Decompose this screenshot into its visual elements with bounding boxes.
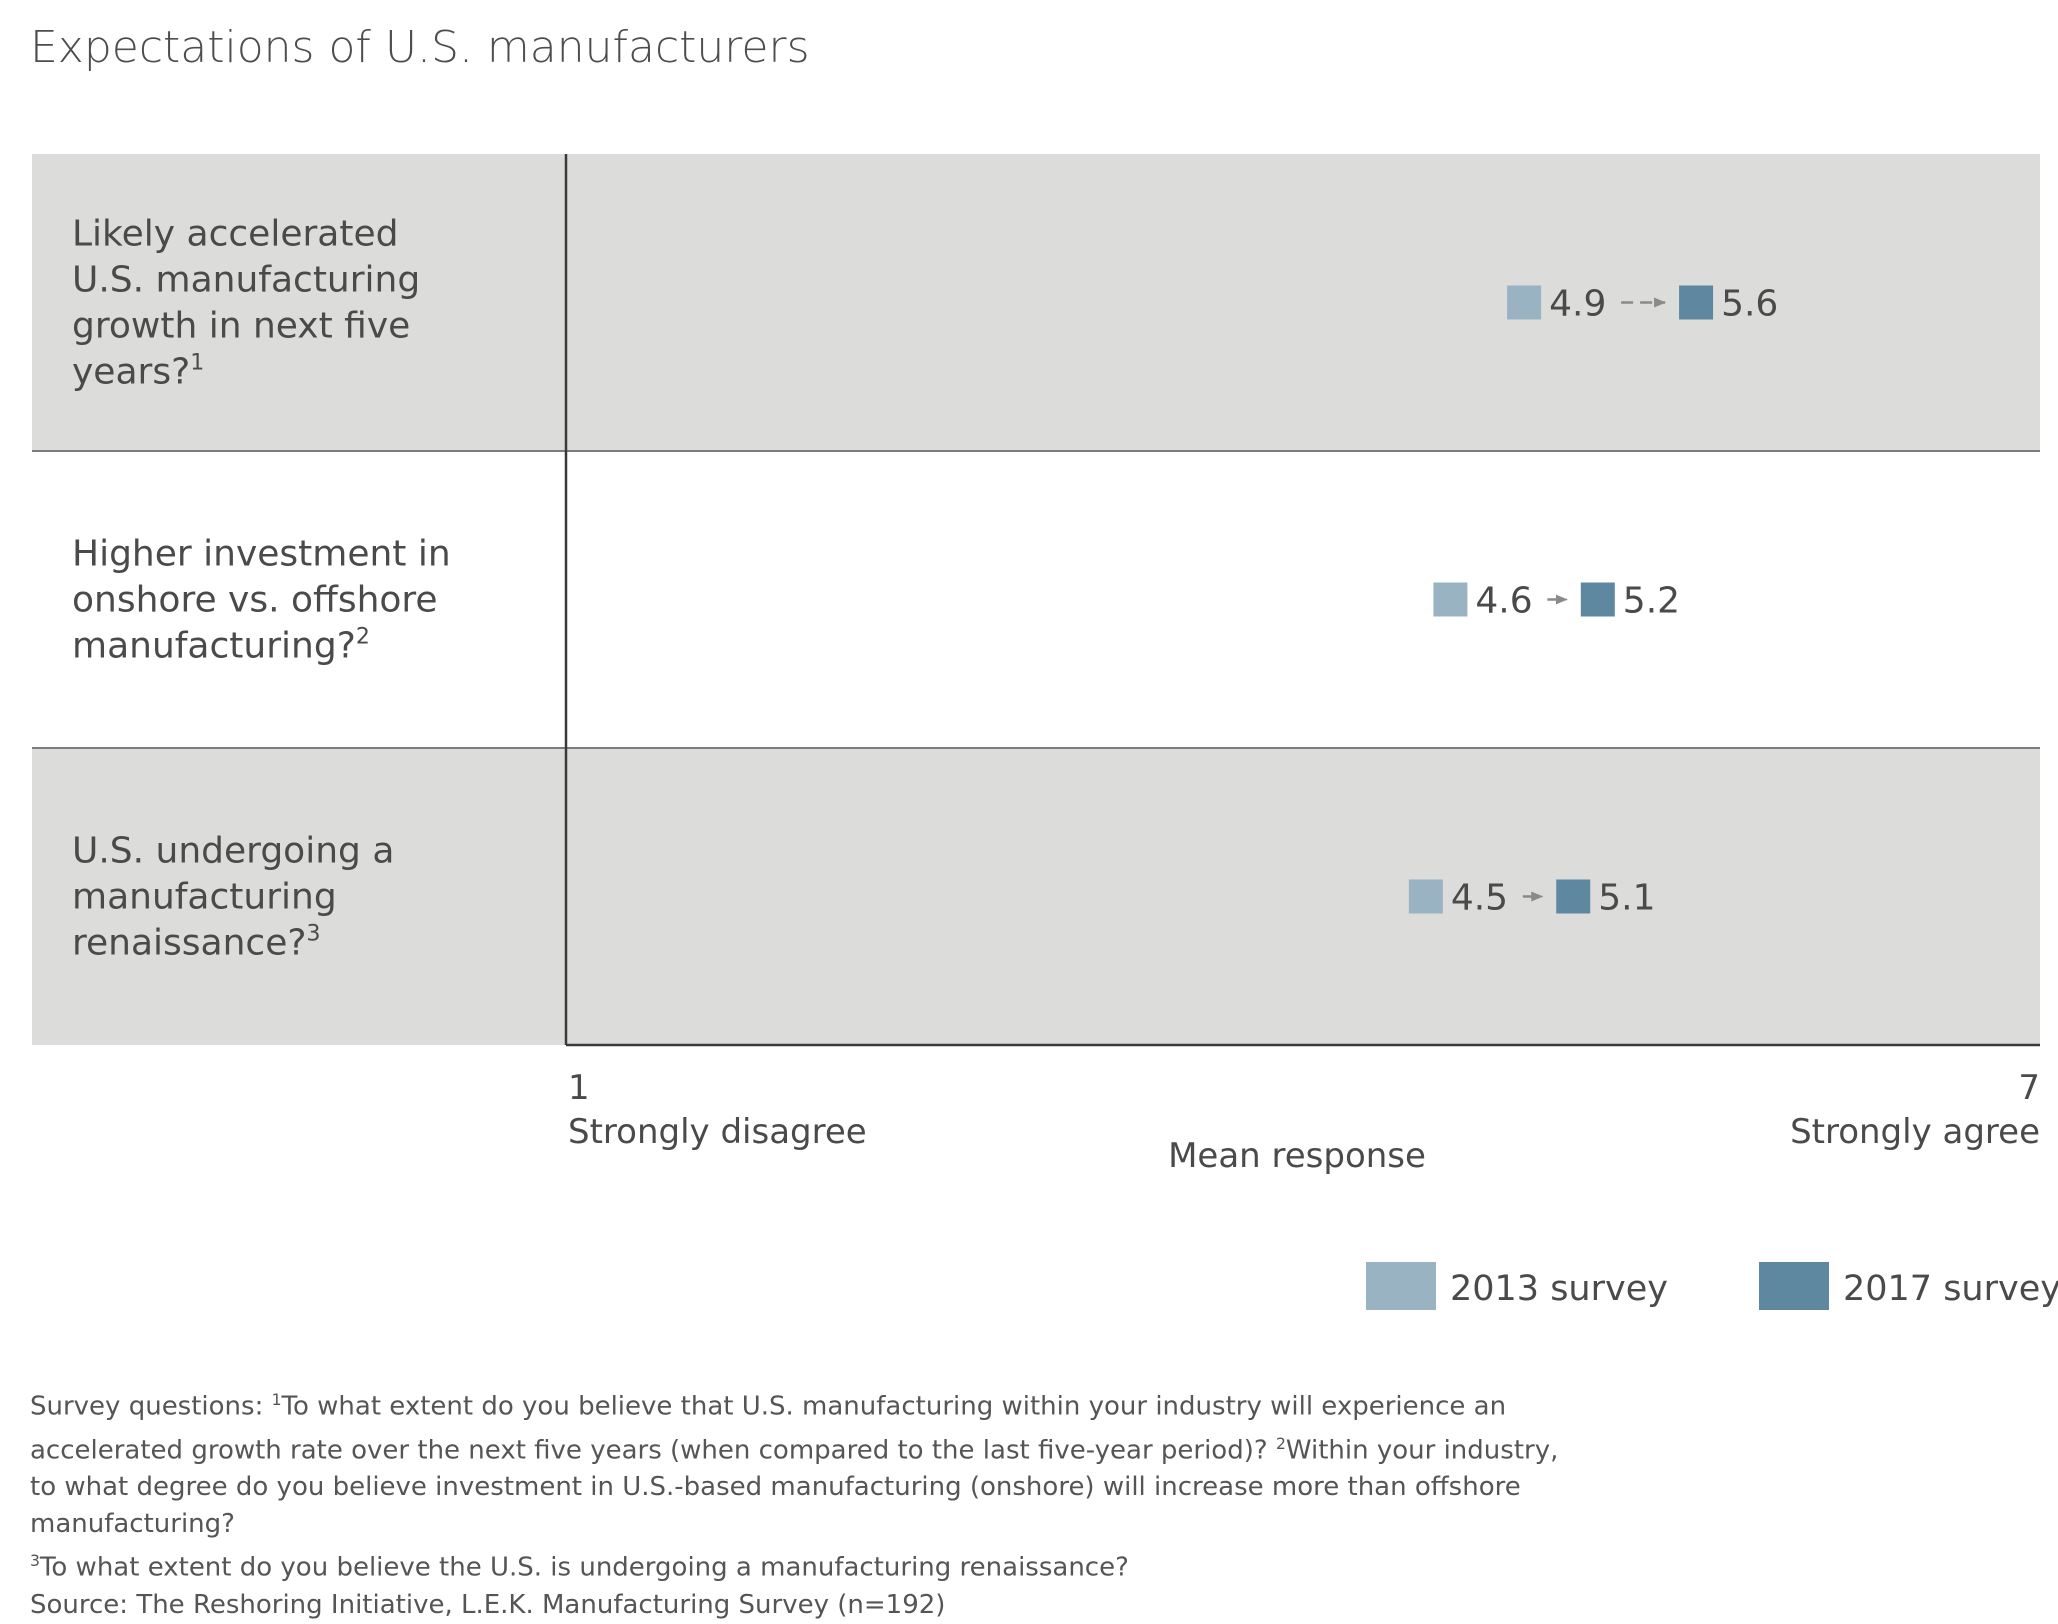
- row-question-label: U.S. undergoing a manufacturing renaissanc…: [72, 831, 394, 964]
- x-axis-max-label: Strongly agree: [1790, 1112, 2040, 1152]
- chart-plot: Likely accelerated U.S. manufacturing grow…: [32, 154, 2058, 1310]
- legend-swatch-2017: [1759, 1262, 1829, 1310]
- legend-label-2017: 2017 survey: [1843, 1269, 2058, 1309]
- x-axis-min-label: Strongly disagree: [568, 1112, 867, 1152]
- x-tick-min: 1: [568, 1068, 590, 1108]
- footnote-mark: 1: [190, 351, 204, 376]
- footnote-mark: 3: [306, 922, 320, 947]
- footnote-mark-3: 3: [30, 1552, 40, 1571]
- footnote-mark: 2: [356, 625, 370, 650]
- footnote-mark-1: 1: [271, 1391, 282, 1409]
- legend-swatch-2013: [1366, 1262, 1436, 1310]
- marker-2017: [1679, 285, 1714, 320]
- footnote-q2: Within your industry, to what degree do …: [30, 1435, 1559, 1540]
- chart-title: Expectations of U.S. manufacturers: [30, 22, 810, 73]
- value-label-2017: 5.6: [1721, 284, 1778, 325]
- marker-2017: [1556, 879, 1591, 914]
- value-label-2013: 4.5: [1451, 878, 1508, 919]
- row-band: [32, 748, 2040, 1045]
- source-note: Source: The Reshoring Initiative, L.E.K.…: [30, 1589, 946, 1620]
- row-question-label: Likely accelerated U.S. manufacturing grow…: [72, 214, 420, 393]
- footnote-q1: To what extent do you believe that U.S. …: [30, 1391, 1507, 1466]
- row-question-label: Higher investment in onshore vs. offshore…: [72, 534, 451, 667]
- marker-2017: [1580, 582, 1615, 617]
- value-label-2013: 4.9: [1549, 284, 1606, 325]
- footnote-lead: Survey questions:: [30, 1391, 272, 1422]
- footnote-mark-2: 2: [1275, 1434, 1286, 1453]
- marker-2013: [1433, 582, 1468, 617]
- value-label-2017: 5.2: [1623, 581, 1680, 622]
- footnote: Survey questions: 1To what extent do you…: [30, 1382, 1570, 1624]
- value-label-2017: 5.1: [1598, 878, 1655, 919]
- x-axis-title: Mean response: [1168, 1136, 1426, 1176]
- marker-2013: [1507, 285, 1542, 320]
- marker-2013: [1408, 879, 1443, 914]
- footnote-q3: To what extent do you believe the U.S. i…: [39, 1552, 1129, 1583]
- value-label-2013: 4.6: [1475, 581, 1532, 622]
- legend-label-2013: 2013 survey: [1450, 1269, 1668, 1309]
- x-tick-max: 7: [2018, 1068, 2040, 1108]
